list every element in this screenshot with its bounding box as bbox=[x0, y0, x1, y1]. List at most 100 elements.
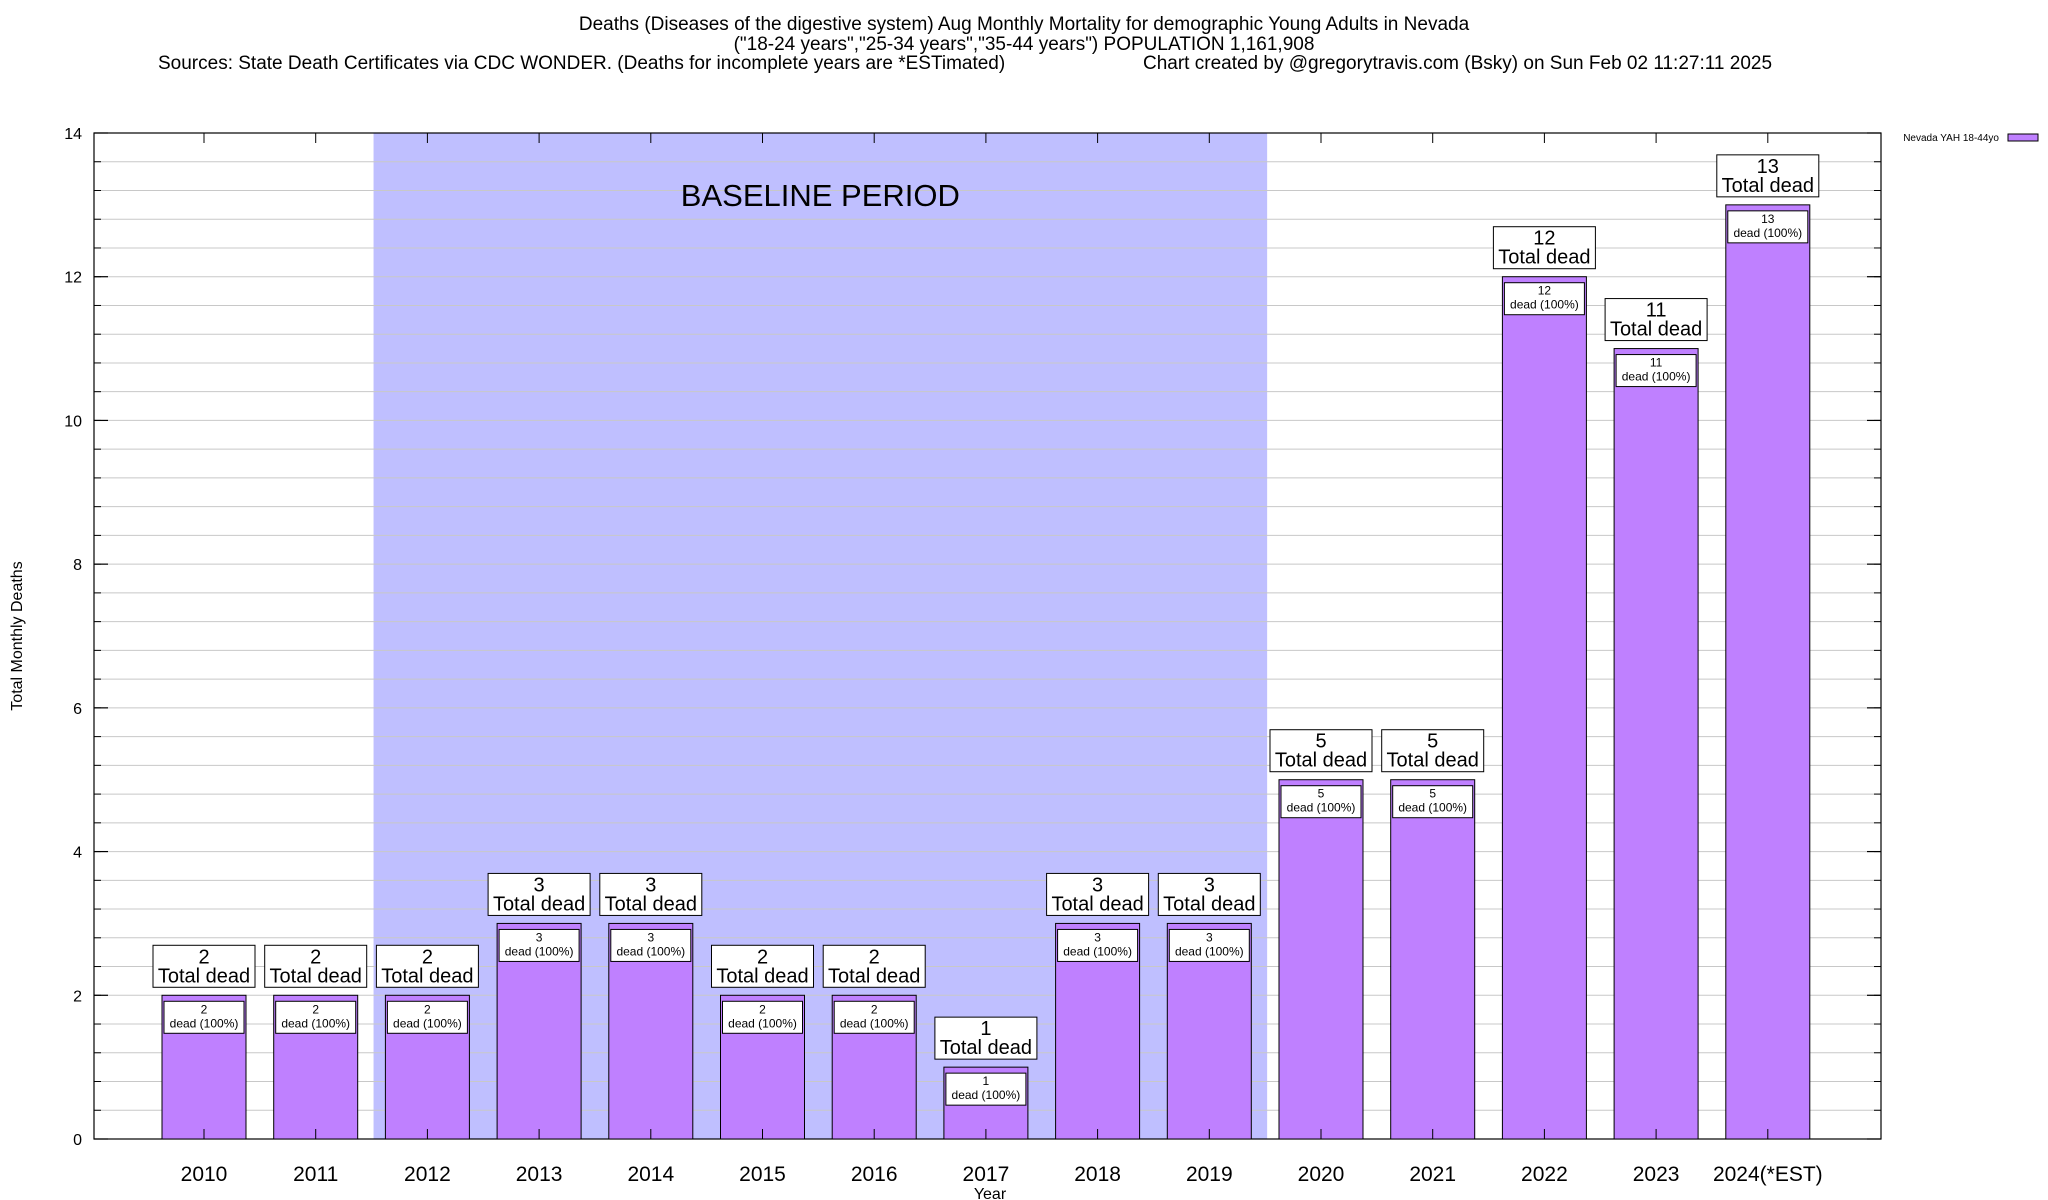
bar bbox=[1278, 779, 1364, 1140]
bar-total-label: Total dead bbox=[270, 965, 362, 987]
bar-total-label: Total dead bbox=[493, 893, 585, 915]
bar-total-label: Total dead bbox=[1610, 319, 1702, 341]
bar-inner-value: 2 bbox=[201, 1002, 208, 1016]
bar-inner-label-box bbox=[722, 1000, 803, 1034]
bar-inner-label-box bbox=[498, 928, 580, 962]
bar-total-label: Total dead bbox=[940, 1037, 1032, 1059]
bar-total-value: 2 bbox=[198, 946, 209, 968]
bar-inner-label: dead (100%) bbox=[1622, 370, 1691, 384]
bar-inner-label: dead (100%) bbox=[505, 944, 574, 958]
chart-subtitle: ("18-24 years","25-34 years","35-44 year… bbox=[733, 34, 1315, 55]
bar-inner-value: 2 bbox=[871, 1002, 878, 1016]
bar-total-value: 5 bbox=[1427, 731, 1438, 753]
bar-total-label-box bbox=[1269, 729, 1373, 773]
bar-total-value: 2 bbox=[422, 946, 433, 968]
bar-total-label-box bbox=[711, 944, 814, 988]
bar-inner-value: 11 bbox=[1650, 356, 1663, 370]
bar-inner-label-box bbox=[1727, 210, 1809, 244]
bar-inner-label-box bbox=[1280, 785, 1362, 819]
x-tick-label: 2011 bbox=[293, 1163, 338, 1186]
bar-total-label: Total dead bbox=[605, 893, 697, 915]
bar-total-label: Total dead bbox=[716, 965, 808, 987]
baseline-label: BASELINE PERIOD bbox=[681, 178, 960, 213]
bar-total-value: 2 bbox=[869, 946, 880, 968]
bar-total-label-box bbox=[1604, 298, 1708, 342]
bar-total-label-box bbox=[375, 944, 479, 988]
bar-total-label: Total dead bbox=[1722, 175, 1814, 197]
x-axis-title: Year bbox=[974, 1186, 1007, 1200]
y-tick-label: 12 bbox=[64, 270, 82, 287]
bar-inner-label-box bbox=[833, 1000, 915, 1034]
bar-total-value: 3 bbox=[534, 874, 545, 896]
bar-inner-value: 5 bbox=[1429, 787, 1436, 801]
bar-inner-label: dead (100%) bbox=[170, 1016, 239, 1030]
bar-total-label-box bbox=[1716, 154, 1820, 198]
bar-inner-label-box bbox=[1615, 354, 1697, 388]
bar-inner-label-box bbox=[1168, 928, 1250, 962]
bar-total-label: Total dead bbox=[1387, 750, 1479, 772]
bar-total-label: Total dead bbox=[1051, 893, 1143, 915]
bar-total-label-box bbox=[152, 944, 256, 988]
bar-total-label-box bbox=[1046, 872, 1150, 916]
x-tick-label: 2017 bbox=[963, 1163, 1010, 1186]
bar-total-label: Total dead bbox=[1275, 750, 1367, 772]
bar bbox=[1390, 779, 1476, 1140]
bar bbox=[1501, 276, 1587, 1140]
bar-total-value: 3 bbox=[645, 874, 656, 896]
bar bbox=[1613, 348, 1699, 1140]
y-tick-label: 14 bbox=[64, 126, 82, 143]
bar-inner-label: dead (100%) bbox=[1733, 226, 1802, 240]
x-tick-label: 2015 bbox=[739, 1163, 786, 1186]
bar-inner-label: dead (100%) bbox=[1510, 298, 1579, 312]
bar-inner-value: 3 bbox=[536, 930, 543, 944]
bar-inner-label: dead (100%) bbox=[616, 944, 685, 958]
bar-total-value: 3 bbox=[1092, 874, 1103, 896]
x-tick-label: 2013 bbox=[516, 1163, 563, 1186]
bar-inner-label: dead (100%) bbox=[393, 1016, 462, 1030]
bar-inner-label: dead (100%) bbox=[1287, 801, 1356, 815]
y-tick-label: 4 bbox=[73, 845, 82, 862]
bar-inner-label-box bbox=[386, 1000, 468, 1034]
y-tick-label: 2 bbox=[73, 988, 82, 1005]
bar-total-label-box bbox=[934, 1016, 1038, 1060]
bar-total-value: 11 bbox=[1646, 300, 1667, 322]
bar-inner-label-box bbox=[1392, 785, 1474, 819]
x-tick-label: 2014 bbox=[627, 1163, 674, 1186]
bar-inner-value: 5 bbox=[1318, 787, 1325, 801]
bar-total-value: 2 bbox=[310, 946, 321, 968]
bar-inner-value: 1 bbox=[983, 1074, 990, 1088]
chart-title: Deaths (Diseases of the digestive system… bbox=[578, 14, 1470, 35]
y-tick-label: 8 bbox=[73, 557, 82, 574]
bar-total-label-box bbox=[1157, 872, 1261, 916]
chart-sources: Sources: State Death Certificates via CD… bbox=[158, 53, 1006, 74]
bar-inner-label: dead (100%) bbox=[281, 1016, 350, 1030]
bar-total-label-box bbox=[264, 944, 368, 988]
bar-inner-label: dead (100%) bbox=[1175, 944, 1244, 958]
bar-total-value: 3 bbox=[1204, 874, 1215, 896]
x-tick-label: 2021 bbox=[1409, 1163, 1456, 1186]
bar-total-label-box bbox=[599, 872, 703, 916]
bar-inner-label: dead (100%) bbox=[952, 1088, 1021, 1102]
y-tick-label: 6 bbox=[73, 701, 82, 718]
bar-total-value: 12 bbox=[1533, 228, 1555, 250]
bar-total-value: 5 bbox=[1315, 731, 1326, 753]
bar-total-label: Total dead bbox=[1498, 247, 1590, 269]
y-axis-title: Total Monthly Deaths bbox=[9, 561, 26, 710]
bar-inner-label-box bbox=[1057, 928, 1139, 962]
bar-inner-label: dead (100%) bbox=[728, 1016, 797, 1030]
bar-inner-label: dead (100%) bbox=[1398, 801, 1467, 815]
x-tick-label: 2020 bbox=[1298, 1163, 1345, 1186]
bar-total-value: 2 bbox=[757, 946, 768, 968]
bar-inner-value: 13 bbox=[1761, 212, 1775, 226]
bar-total-label-box bbox=[1492, 226, 1596, 270]
x-tick-label: 2023 bbox=[1633, 1163, 1680, 1186]
chart-credit: Chart created by @gregorytravis.com (Bsk… bbox=[1143, 53, 1773, 74]
x-tick-label: 2018 bbox=[1074, 1163, 1121, 1186]
bar-inner-label: dead (100%) bbox=[1063, 944, 1132, 958]
bar-inner-label-box bbox=[275, 1000, 357, 1034]
legend-swatch bbox=[2007, 133, 2039, 142]
bar-inner-value: 2 bbox=[759, 1002, 766, 1016]
x-tick-label: 2024(*EST) bbox=[1713, 1163, 1823, 1186]
bar-total-label: Total dead bbox=[158, 965, 250, 987]
bar-inner-label-box bbox=[945, 1072, 1027, 1106]
